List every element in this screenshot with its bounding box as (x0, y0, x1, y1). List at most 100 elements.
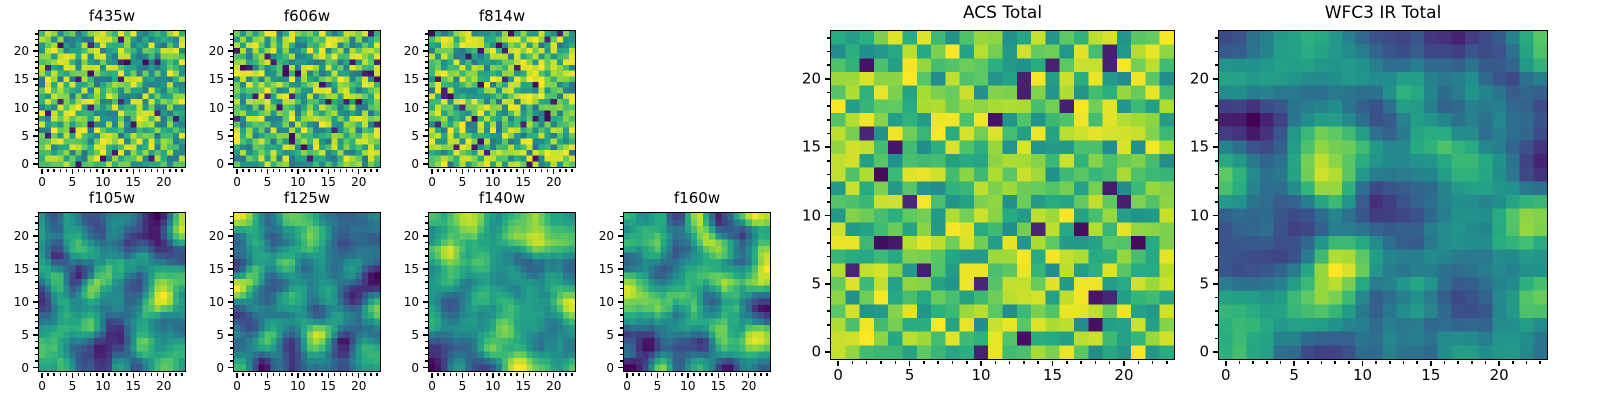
x-tick-label: 15 (515, 175, 531, 189)
y-axis-tick (229, 347, 233, 349)
panel-f105w: f105w 0 5 10 15 20 0 5 10 15 20 (14, 189, 186, 392)
x-axis-tick (321, 168, 323, 172)
x-axis-tick (443, 168, 445, 172)
y-axis-tick (34, 340, 38, 343)
y-axis-tick (1214, 296, 1218, 299)
y-axis-tick (32, 366, 38, 369)
x-axis-tick (1512, 360, 1514, 364)
y-axis-tick (229, 89, 233, 92)
x-tick-label: 15 (125, 379, 141, 393)
y-axis-tick (422, 135, 428, 137)
y-axis-tick (422, 235, 428, 237)
y-axis-tick (34, 84, 38, 86)
panel-title-f814w: f814w (478, 7, 526, 25)
x-axis-tick (59, 372, 62, 376)
x-axis-tick (181, 168, 183, 172)
heatmap-f125w-canvas (234, 213, 380, 371)
x-axis-tick (357, 168, 360, 174)
x-axis-tick (723, 372, 726, 376)
panel-title-f606w: f606w (283, 7, 331, 25)
x-axis-tick (437, 372, 439, 376)
y-axis-tick (227, 235, 233, 237)
y-axis-tick (34, 146, 38, 148)
x-axis-tick (114, 372, 116, 376)
x-axis-tick (711, 372, 713, 376)
y-axis-tick (1212, 78, 1218, 80)
x-axis-tick (83, 372, 86, 376)
heatmap-wfc3-ir-total-canvas (1219, 31, 1547, 359)
x-axis-tick (705, 372, 707, 376)
y-axis-tick (617, 268, 623, 270)
x-tick-label: 20 (741, 379, 757, 393)
x-axis-tick (571, 168, 573, 172)
y-tick-label: 0 (216, 360, 224, 375)
x-axis-tick (528, 168, 531, 172)
x-axis-tick (284, 168, 287, 172)
y-axis-tick (424, 140, 428, 143)
x-tick-label: 15 (1042, 366, 1063, 384)
y-axis-tick (1214, 64, 1218, 66)
y-axis-tick (424, 327, 428, 329)
x-axis-tick (376, 168, 378, 172)
y-axis-tick (34, 287, 38, 290)
x-axis-tick (169, 372, 171, 376)
x-axis-tick (1108, 360, 1111, 364)
y-tick-label: 0 (1199, 342, 1209, 361)
y-axis-tick (422, 366, 428, 369)
y-axis-tick (1214, 324, 1218, 326)
x-axis-tick (455, 168, 458, 172)
x-axis-tick (1389, 360, 1391, 364)
x-axis-tick (1008, 360, 1011, 364)
x-tick-label: 5 (1289, 366, 1299, 384)
y-axis-tick (826, 296, 830, 299)
x-tick-label: 20 (1489, 366, 1509, 384)
y-axis-tick (229, 152, 233, 154)
y-axis-tick (424, 347, 428, 349)
y-tick-label: 5 (411, 327, 419, 342)
y-axis-tick (619, 294, 623, 297)
x-tick-label: 15 (320, 175, 336, 189)
x-axis-tick (351, 168, 354, 172)
x-axis-tick (1443, 360, 1446, 364)
x-axis-tick (644, 372, 647, 376)
x-axis-tick (132, 372, 135, 378)
y-axis-tick (34, 123, 38, 126)
x-axis-tick (303, 168, 305, 172)
x-axis-tick (266, 168, 269, 174)
y-axis-tick (227, 78, 233, 80)
x-tick-label: 0 (233, 175, 241, 189)
y-axis-tick (34, 327, 38, 329)
y-tick-label: 10 (208, 100, 224, 115)
x-tick-label: 10 (1352, 366, 1373, 384)
x-axis-tick (1334, 360, 1336, 364)
y-axis-tick (422, 50, 428, 52)
x-axis-tick (766, 372, 768, 376)
y-axis-tick (34, 248, 38, 250)
x-axis-tick (156, 168, 159, 172)
y-axis-tick (229, 340, 233, 343)
x-axis-tick (479, 372, 482, 376)
y-axis-tick (229, 248, 233, 250)
y-axis-tick (617, 235, 623, 237)
x-axis-tick (516, 372, 518, 376)
y-axis-tick (619, 215, 623, 218)
y-axis-tick (229, 327, 233, 329)
y-axis-tick (826, 64, 830, 66)
y-axis-tick (229, 241, 233, 244)
x-axis-tick (315, 372, 317, 376)
y-axis-tick (1214, 228, 1218, 230)
y-axis-tick (229, 95, 233, 97)
y-axis-tick (619, 241, 623, 244)
y-axis-tick (424, 112, 428, 114)
x-tick-label: 15 (710, 379, 726, 393)
y-axis-tick (619, 360, 623, 362)
x-axis-tick (156, 372, 159, 376)
y-tick-label: 10 (598, 294, 614, 309)
y-axis-tick (424, 274, 428, 277)
y-axis-tick (826, 324, 830, 326)
x-axis-tick (1238, 360, 1241, 364)
y-axis-tick (1214, 337, 1218, 340)
x-axis-tick (923, 360, 925, 364)
y-tick-label: 10 (13, 100, 29, 115)
y-tick-label: 0 (411, 360, 419, 375)
